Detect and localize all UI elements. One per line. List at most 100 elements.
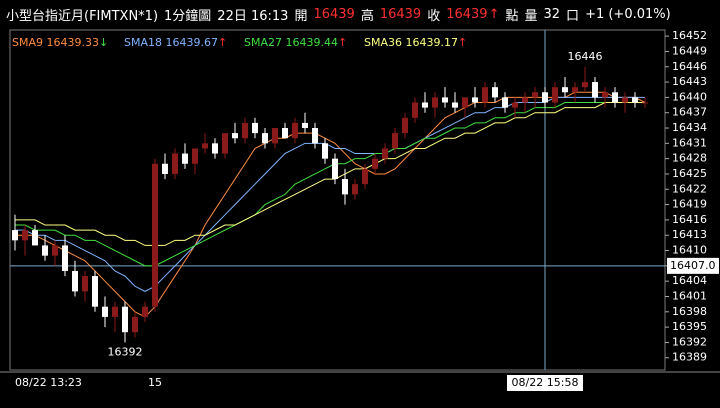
candle-body [492,87,498,98]
candle-body [562,87,568,93]
candle-body [642,102,648,104]
candle-body [542,92,548,103]
volume-unit: 口 [566,8,580,24]
interval: 1分鐘圖 [164,8,212,24]
open-label: 開 [294,8,308,24]
legend-value: 16439.67 [166,36,219,49]
candle-body [172,153,178,174]
candle-body [182,153,188,164]
y-tick-label: 16419 [672,198,707,211]
candle-body [222,133,228,154]
legend-value: 16439.33 [47,36,100,49]
points-label: 點 [505,8,519,24]
candle-body [332,158,338,180]
legend-entry: SMA9 16439.33↓ [12,36,108,49]
candle-body [532,92,538,98]
candle-body [32,230,38,246]
candle-body [582,82,588,88]
candle-body [262,133,268,144]
candle-body [72,270,78,292]
candle-body [312,128,318,144]
candle-body [42,245,48,256]
y-tick-label: 16410 [672,244,707,257]
candle-body [242,122,248,139]
sma-line [15,91,646,318]
legend-arrow: ↑ [338,36,347,49]
y-tick-label: 16446 [672,60,707,73]
candle-body [482,87,488,103]
legend-arrow: ↓ [99,36,108,49]
candle-body [132,316,138,333]
y-tick-label: 16413 [672,228,707,241]
candle-body [292,122,298,139]
legend-entry: SMA18 16439.67↑ [124,36,227,49]
y-tick-label: 16389 [672,351,707,364]
candle-body [342,179,348,195]
y-tick-label: 16404 [672,274,707,287]
x-tick-label: 15 [148,376,162,389]
crosshair-y-label-box [667,257,719,274]
candle-body [232,133,238,139]
candle-body [462,97,468,108]
candle-body [152,163,158,307]
candle-body [102,306,108,317]
y-tick-label: 16416 [672,213,707,226]
legend-name: SMA36 [364,36,402,49]
y-tick-label: 16431 [672,136,707,149]
y-tick-label: 16434 [672,121,707,134]
close-label: 收 [427,8,441,24]
crosshair-x-label: 08/22 15:58 [512,376,579,389]
y-tick-label: 16437 [672,106,707,119]
candle-body [612,92,618,103]
y-tick-label: 16401 [672,289,707,302]
legend-name: SMA18 [124,36,162,49]
candle-body [52,245,58,256]
legend-arrow: ↑ [218,36,227,49]
instrument: 小型台指近月(FIMTXN*1) [6,8,159,24]
y-tick-label: 16449 [672,44,707,57]
candle-body [252,122,258,134]
candle-body [392,133,398,149]
candle-body [362,168,368,185]
y-tick-label: 16398 [672,305,707,318]
legend-value: 16439.17 [406,36,459,49]
legend-entry: SMA36 16439.17↑ [364,36,467,49]
close-value: 16439 [446,6,488,22]
high-label: 高 [360,8,374,24]
candle-body [512,102,518,108]
candle-body [552,87,558,103]
candle-body [382,148,388,159]
y-tick-label: 16443 [672,75,707,88]
candle-body [502,97,508,108]
candle-body [402,117,408,134]
candle-body [572,87,578,93]
y-tick-label: 16452 [672,29,707,42]
candle-body [322,143,328,159]
sma-line [15,96,645,292]
sma-line [15,101,645,267]
high-value: 16439 [379,6,422,22]
crosshair-y-label: 16407.0 [670,259,716,272]
legend-arrow: ↑ [458,36,467,49]
candle-body [522,97,528,103]
candle-body [112,306,118,317]
y-tick-label: 16428 [672,152,707,165]
legend-value: 16439.44 [286,36,339,49]
y-tick-label: 16425 [672,167,707,180]
candle-body [632,97,638,103]
candle-body [22,230,28,241]
y-tick-label: 16440 [672,90,707,103]
candle-body [472,97,478,103]
candle-body [92,276,98,307]
crosshair-x-label-box [507,375,583,391]
candle-body [372,158,378,169]
candle-body [82,276,88,292]
header-bar: 小型台指近月(FIMTXN*1) 1分鐘圖 22日 16:13 開 16439 … [0,0,720,28]
candle-body [302,122,308,129]
extreme-annotation: 16446 [568,50,603,63]
candle-body [12,230,18,241]
candle-body [142,306,148,317]
candle-body [62,245,68,271]
candle-body [122,306,128,333]
